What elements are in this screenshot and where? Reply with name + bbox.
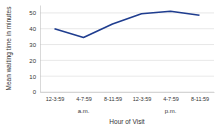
x-tick-label: 4-7:59: [76, 96, 92, 102]
x-tick: 4-7:59: [163, 92, 179, 102]
y-axis-line: [40, 6, 41, 93]
y-tick-label: 30: [29, 42, 36, 48]
grid-line: [40, 44, 214, 45]
y-tick: 40: [29, 26, 40, 32]
x-tick: 4-7:59: [76, 92, 92, 102]
grid-line: [40, 92, 214, 93]
x-axis: 12-3:59 4-7:59 8-11:59 12-3:59 4-7:59 8-11:59: [41, 92, 215, 102]
y-tick-label: 50: [29, 10, 36, 16]
x-tick: 8-11:59: [191, 92, 209, 102]
chart: 0 10 20 30 40 50 12-3:59 4-7:59 8-11:59 12-3:59 4-…: [0, 0, 220, 129]
y-tick-label: 0: [33, 89, 37, 95]
line: [55, 11, 200, 37]
x-tick: 12-3:59: [133, 92, 152, 102]
y-axis-title: Mean waiting time in minutes: [5, 6, 13, 91]
y-axis: 0 10 20 30 40 50: [29, 6, 40, 96]
x-tick-label: 8-11:59: [104, 96, 122, 102]
y-tick: 50: [29, 10, 40, 16]
grid-line: [40, 28, 214, 29]
x-tick-label: 12-3:59: [133, 96, 152, 102]
grid: [40, 13, 214, 92]
y-tick-label: 40: [29, 26, 36, 32]
grid-line: [40, 76, 214, 77]
grid-line: [40, 60, 214, 61]
plot: 0 10 20 30 40 50 12-3:59 4-7:59 8-11:59 12-3:59 4-…: [5, 6, 215, 126]
x-tick-label: 8-11:59: [191, 96, 209, 102]
x-axis-line: [41, 92, 215, 93]
x-tick-label: 12-3:59: [46, 96, 65, 102]
y-tick: 10: [29, 74, 40, 80]
y-tick: 0: [33, 89, 40, 95]
y-tick-label: 20: [29, 58, 36, 64]
x-tick: 8-11:59: [104, 92, 122, 102]
y-tick: 20: [29, 58, 40, 64]
y-tick-label: 10: [29, 74, 36, 80]
x-axis-title: Hour of Visit: [109, 118, 144, 125]
group-label: p.m.: [165, 108, 177, 114]
group-label: a.m.: [78, 108, 90, 114]
x-tick-label: 4-7:59: [163, 96, 179, 102]
x-tick: 12-3:59: [46, 92, 65, 102]
y-tick: 30: [29, 42, 40, 48]
series: [55, 11, 200, 37]
